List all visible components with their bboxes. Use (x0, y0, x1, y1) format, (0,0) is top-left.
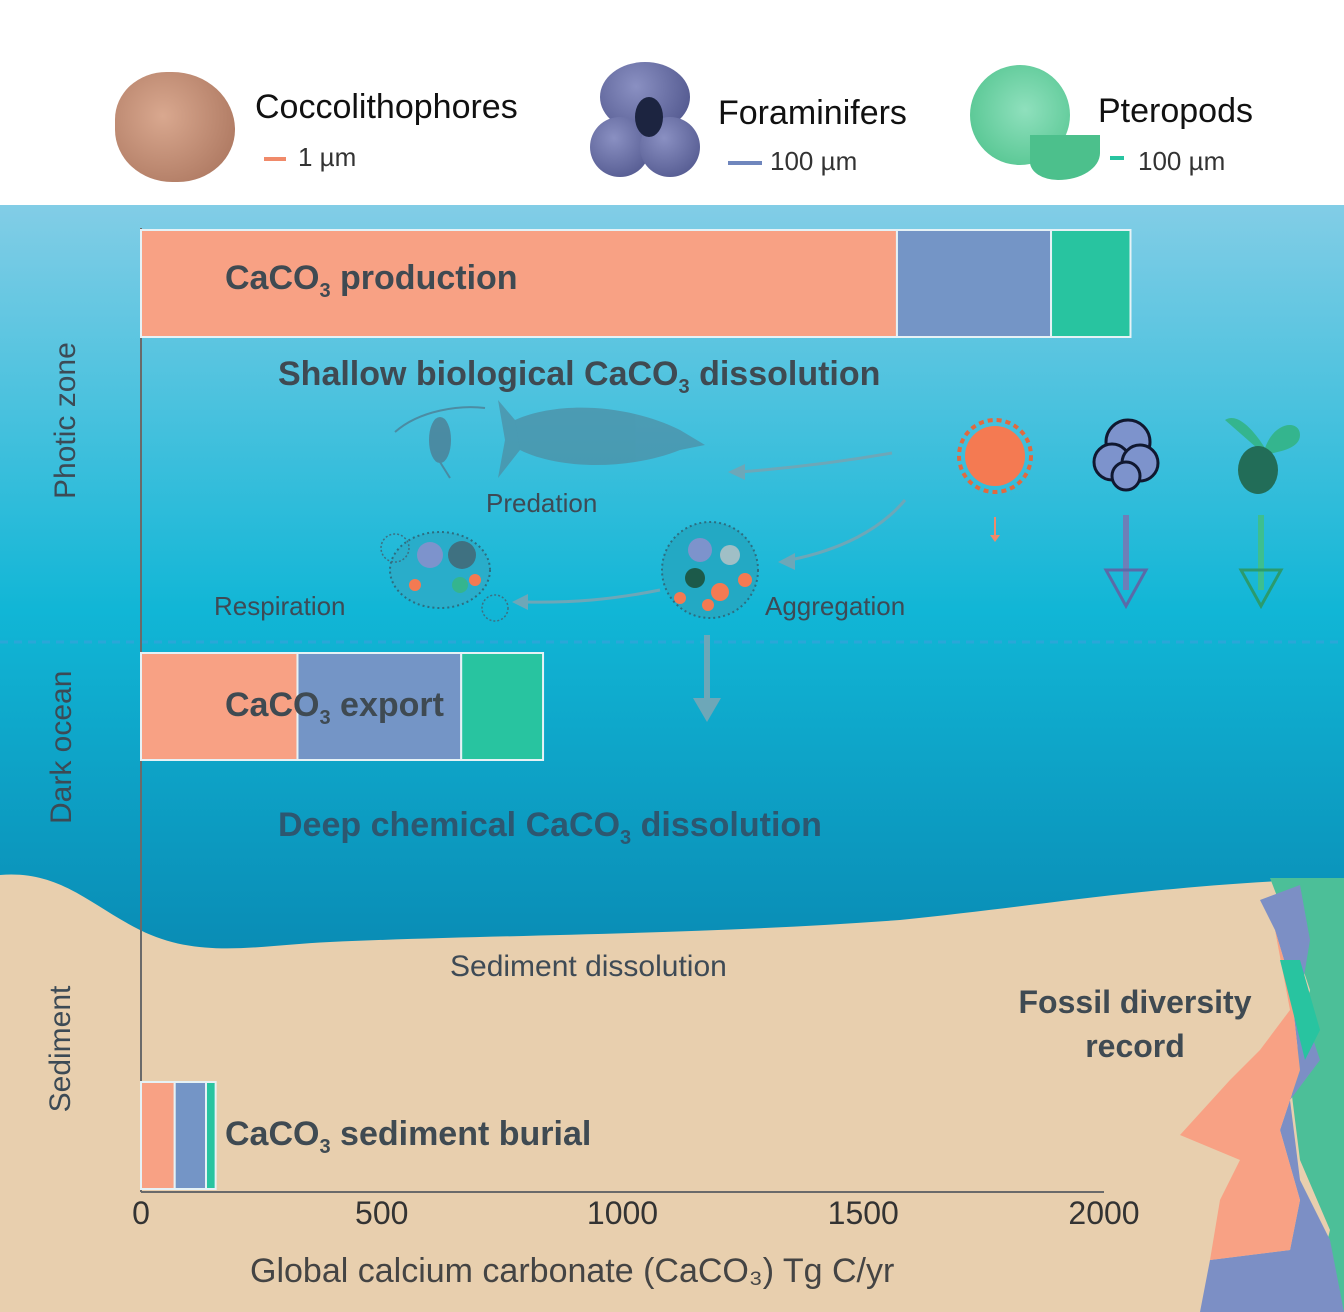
copepod-icon (394, 406, 486, 479)
bar-production-coccolithophores (140, 229, 898, 338)
predation-label: Predation (486, 488, 598, 518)
bar-label-burial: CaCO3 sediment burial (225, 1115, 592, 1158)
bar-burial-coccolithophores (140, 1081, 176, 1190)
respiration-icon (380, 531, 509, 622)
fossil-diversity-label: Fossil diversity record (1000, 980, 1270, 1068)
zone-label-dark: Dark ocean (45, 670, 78, 824)
x-tick-label: 1500 (827, 1195, 899, 1231)
bar-label-export: CaCO3 export (225, 686, 444, 729)
legend-pteropods-name: Pteropods (1098, 92, 1253, 130)
pteropod-cell-icon (1225, 417, 1300, 610)
pteropod-icon (970, 65, 1100, 185)
respiration-arrow (512, 588, 661, 610)
aggregation-arrow (778, 499, 907, 570)
legend-coccolithophores-name: Coccolithophores (255, 88, 518, 126)
deep-dissolution-label: Deep chemical CaCO3 dissolution (278, 806, 822, 849)
x-axis-title: Global calcium carbonate (CaCO₃) Tg C/yr (250, 1252, 895, 1290)
sediment-background (0, 874, 1344, 1312)
export-arrow (693, 635, 721, 722)
bar-export-pteropods (460, 652, 545, 761)
bar-label-production: CaCO3 production (225, 259, 518, 302)
x-tick-label: 2000 (1068, 1195, 1140, 1231)
zone-label-sediment: Sediment (44, 985, 77, 1113)
fish-icon (498, 400, 705, 478)
bar-export-foraminifers (296, 652, 463, 761)
x-tick-label: 1000 (586, 1195, 659, 1231)
aggregation-label: Aggregation (765, 591, 906, 621)
x-tick-label: 500 (355, 1195, 409, 1231)
fossil-diversity-record (1180, 878, 1344, 1312)
zone-label-photic: Photic zone (49, 342, 82, 499)
bar-burial-pteropods (205, 1081, 217, 1190)
predation-arrow (728, 451, 893, 480)
bar-production-pteropods (1050, 229, 1132, 338)
foraminifer-cell-icon (1092, 418, 1160, 610)
legend-foraminifers-scale: 100 µm (770, 146, 858, 176)
bar-production-foraminifers (895, 229, 1053, 338)
bars-group (140, 229, 1132, 1190)
fossil-diversity-line2: record (1085, 1028, 1185, 1064)
bar-burial-foraminifers (173, 1081, 208, 1190)
coccolithophore-icon (115, 72, 235, 182)
legend-coccolithophores-scale: 1 µm (298, 142, 357, 172)
aggregate-icon (661, 521, 759, 619)
sediment-dissolution-label: Sediment dissolution (450, 950, 727, 983)
legend-foraminifers-swatch (728, 161, 762, 165)
legend-foraminifers-name: Foraminifers (718, 94, 907, 132)
bar-export-coccolithophores (140, 652, 299, 761)
shallow-dissolution-label: Shallow biological CaCO3 dissolution (278, 355, 881, 398)
fossil-diversity-line1: Fossil diversity (1018, 984, 1252, 1020)
x-tick-label: 0 (132, 1195, 150, 1231)
respiration-label: Respiration (214, 591, 346, 621)
coccolithophore-cell-icon (957, 418, 1033, 542)
legend-pteropods-swatch (1110, 156, 1124, 160)
legend-coccolithophores-swatch (264, 157, 286, 161)
foraminifer-icon (590, 62, 700, 182)
legend-pteropods-scale: 100 µm (1138, 146, 1226, 176)
